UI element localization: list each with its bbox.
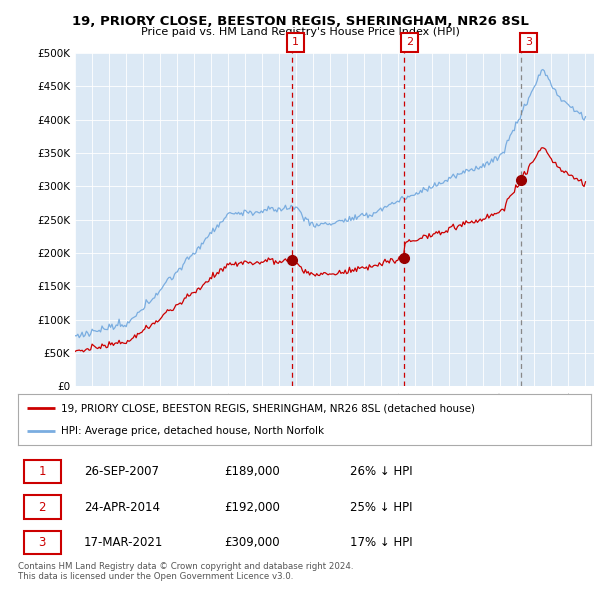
Text: 1: 1	[38, 465, 46, 478]
Text: 19, PRIORY CLOSE, BEESTON REGIS, SHERINGHAM, NR26 8SL (detached house): 19, PRIORY CLOSE, BEESTON REGIS, SHERING…	[61, 404, 475, 414]
Text: £189,000: £189,000	[224, 465, 280, 478]
Text: £309,000: £309,000	[224, 536, 280, 549]
Text: HPI: Average price, detached house, North Norfolk: HPI: Average price, detached house, Nort…	[61, 426, 324, 436]
Text: 24-APR-2014: 24-APR-2014	[84, 500, 160, 513]
Text: 17% ↓ HPI: 17% ↓ HPI	[350, 536, 413, 549]
Text: 3: 3	[525, 38, 532, 47]
Text: 17-MAR-2021: 17-MAR-2021	[84, 536, 163, 549]
Text: 1: 1	[292, 38, 299, 47]
Text: 2: 2	[406, 38, 413, 47]
Text: 26% ↓ HPI: 26% ↓ HPI	[350, 465, 413, 478]
FancyBboxPatch shape	[24, 460, 61, 483]
Text: £192,000: £192,000	[224, 500, 280, 513]
Text: Contains HM Land Registry data © Crown copyright and database right 2024.
This d: Contains HM Land Registry data © Crown c…	[18, 562, 353, 581]
FancyBboxPatch shape	[24, 531, 61, 555]
Text: 2: 2	[38, 500, 46, 513]
Text: 3: 3	[38, 536, 46, 549]
Text: 26-SEP-2007: 26-SEP-2007	[84, 465, 159, 478]
Text: 25% ↓ HPI: 25% ↓ HPI	[350, 500, 413, 513]
Text: Price paid vs. HM Land Registry's House Price Index (HPI): Price paid vs. HM Land Registry's House …	[140, 27, 460, 37]
Text: 19, PRIORY CLOSE, BEESTON REGIS, SHERINGHAM, NR26 8SL: 19, PRIORY CLOSE, BEESTON REGIS, SHERING…	[71, 15, 529, 28]
FancyBboxPatch shape	[24, 495, 61, 519]
